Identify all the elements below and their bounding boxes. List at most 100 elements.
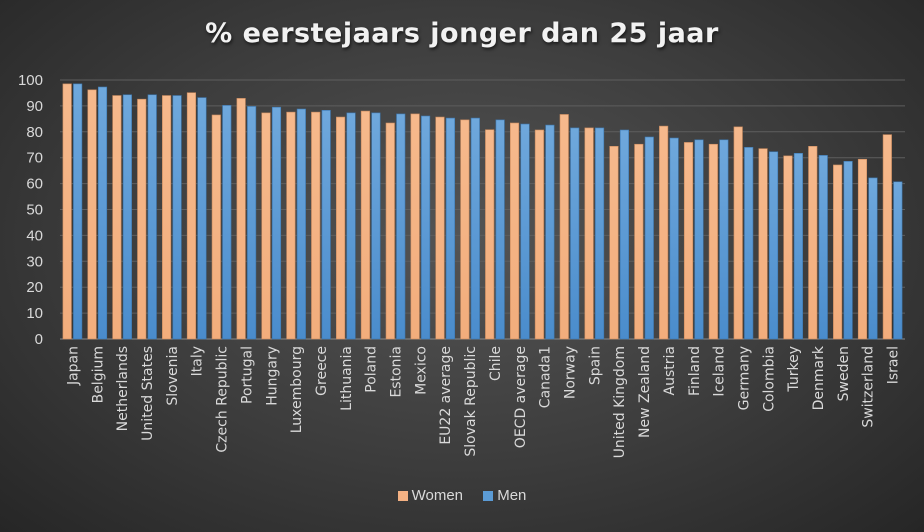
bar-women: Japan — Women: 98.5 (62, 83, 72, 340)
bar-men: Estonia — Men: 86.9 (396, 113, 406, 340)
bar-men: Turkey — Men: 71.7 (793, 152, 803, 340)
bar-women: Belgium — Women: 96.2 (87, 89, 97, 340)
bar-women: Netherlands — Women: 94 (112, 95, 122, 340)
bar-women: United Kingdom — Women: 74.4 (609, 146, 619, 340)
x-tick-label: United States (140, 346, 156, 441)
y-tick-label: 30 (26, 253, 43, 270)
bar-women: Colombia — Women: 73.5 (758, 148, 768, 340)
x-tick-label: Netherlands (115, 346, 131, 431)
x-tick-label: OECD average (513, 346, 529, 448)
bar-men: Italy — Men: 93.2 (197, 97, 207, 340)
bar-women: Hungary — Women: 87.3 (261, 112, 271, 340)
x-tick-label: Hungary (264, 346, 280, 406)
y-tick-label: 70 (26, 150, 43, 167)
y-tick-label: 100 (18, 72, 43, 89)
x-tick-label: Belgium (90, 346, 106, 403)
bar-women: Italy — Women: 95.1 (186, 92, 196, 340)
bar-women: Mexico — Women: 86.9 (410, 113, 420, 340)
bar-women: Slovak Republic — Women: 84.6 (460, 119, 470, 340)
bar-women: Poland — Women: 88 (360, 110, 370, 340)
legend-swatch-women (397, 490, 408, 501)
bar-men: Japan — Men: 98.5 (73, 83, 83, 340)
bar-men: Iceland — Men: 76.9 (719, 139, 729, 340)
bar-men: Norway — Men: 81.5 (570, 127, 580, 340)
bar-women: Portugal — Women: 92.9 (236, 98, 246, 340)
bar-men: Hungary — Men: 89.5 (271, 106, 282, 340)
legend-item-women[interactable]: Women (397, 487, 464, 504)
x-tick-label: Finland (687, 346, 703, 396)
bar-women: Luxembourg — Women: 87.6 (286, 111, 296, 340)
y-tick-label: 90 (26, 98, 43, 115)
bar-women: Canada1 — Women: 80.7 (534, 129, 544, 340)
bar-women: Lithuania — Women: 85.7 (336, 116, 346, 340)
x-tick-label: New Zealand (637, 346, 653, 438)
bar-men: Lithuania — Men: 87.3 (346, 112, 356, 340)
bar-women: Czech Republic — Women: 86.5 (211, 114, 221, 340)
x-tick-label: Japan (65, 346, 81, 386)
bar-women: Norway — Women: 86.7 (559, 114, 569, 340)
legend-label-women: Women (411, 487, 464, 504)
bar-women: Israel — Women: 78.9 (882, 134, 892, 340)
x-tick-label: Italy (190, 346, 206, 376)
x-tick-label: Sweden (836, 346, 852, 401)
bar-men: United Kingdom — Men: 80.7 (619, 129, 629, 340)
x-tick-label: Switzerland (861, 346, 877, 428)
bar-women: Austria — Women: 82.2 (659, 125, 669, 340)
bar-men: Sweden — Men: 68.6 (843, 161, 853, 340)
x-tick-label: Denmark (811, 345, 827, 410)
bar-women: Denmark — Women: 74.4 (808, 146, 818, 340)
x-tick-label: Israel (886, 346, 902, 384)
bar-men: Portugal — Men: 89.8 (247, 106, 257, 340)
bar-men: Switzerland — Men: 62.2 (868, 177, 878, 340)
bar-men: Czech Republic — Men: 90.2 (222, 105, 232, 340)
bar-men: New Zealand — Men: 78 (644, 136, 654, 340)
x-tick-label: Germany (736, 346, 752, 410)
x-tick-label: Norway (562, 346, 578, 399)
gridlines (60, 79, 905, 340)
y-tick-label: 20 (26, 279, 43, 296)
bar-men: Luxembourg — Men: 88.8 (296, 108, 306, 340)
legend-item-men[interactable]: Men (483, 487, 526, 504)
x-tick-label: Portugal (239, 346, 255, 404)
x-tick-label: Colombia (761, 346, 777, 412)
y-tick-label: 10 (26, 305, 43, 322)
x-tick-label: Austria (662, 346, 678, 395)
y-tick-label: 80 (26, 124, 43, 141)
bar-women: Estonia — Women: 83.4 (385, 122, 395, 340)
bar-men: Canada1 — Men: 82.6 (545, 124, 555, 340)
x-tick-label: Mexico (413, 346, 429, 395)
bar-men: Israel — Men: 60.7 (893, 181, 903, 340)
bar-women: Greece — Women: 87.6 (311, 111, 321, 340)
bar-women: OECD average — Women: 83.4 (509, 122, 520, 340)
bar-men: Greece — Men: 88.3 (321, 110, 331, 340)
x-tick-label: United Kingdom (612, 346, 628, 458)
y-tick-label: 0 (35, 331, 43, 348)
bar-women: Germany — Women: 81.9 (733, 126, 743, 340)
bar-women: Spain — Women: 81.5 (584, 127, 594, 340)
x-tick-label: Turkey (786, 346, 802, 393)
bar-men: Chile — Men: 84.6 (495, 119, 505, 340)
bar-men: Denmark — Men: 70.9 (818, 155, 828, 340)
bar-men: Austria — Men: 77.6 (669, 137, 679, 340)
bars: Japan — Women: 98.5Japan — Men: 98.5 Belg… (62, 83, 903, 340)
bar-women: Sweden — Women: 67.2 (833, 164, 843, 340)
bar-women: Turkey — Women: 70.7 (783, 155, 793, 340)
bar-men: EU22 average — Men: 85.3 (445, 117, 456, 340)
x-tick-label: Estonia (389, 346, 405, 398)
x-tick-label: Spain (587, 346, 603, 385)
bar-men: Netherlands — Men: 94.3 (122, 94, 132, 340)
bar-men: United States — Men: 94.3 (147, 94, 157, 340)
bar-women: United States — Women: 92.6 (137, 98, 147, 340)
bar-men: Slovenia — Men: 94 (172, 95, 182, 340)
bar-men: Colombia — Men: 72.3 (769, 151, 779, 340)
bar-women: Chile — Women: 80.8 (485, 129, 495, 340)
bar-men: Finland — Men: 76.9 (694, 139, 704, 340)
y-axis: 0 10 20 30 40 50 60 70 80 90 100 (18, 72, 43, 348)
legend: Women Men (0, 487, 924, 505)
x-tick-label: Czech Republic (215, 346, 231, 453)
bar-women: Iceland — Women: 75.2 (708, 143, 718, 340)
legend-label-men: Men (497, 487, 527, 504)
bar-men: OECD average — Men: 83 (520, 123, 530, 340)
bar-women: New Zealand — Women: 75.2 (634, 143, 644, 340)
bar-men: Poland — Men: 87.3 (371, 112, 381, 340)
